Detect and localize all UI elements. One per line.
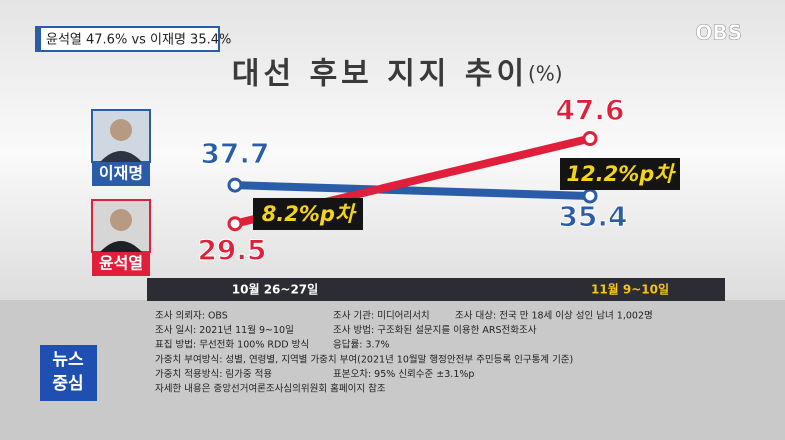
legend-label: 윤석열: [99, 254, 143, 273]
category-bar: [147, 278, 725, 301]
data-label: 37.7: [200, 137, 269, 170]
note: 조사 대상: 전국 만 18세 이상 성인 남녀 1,002명: [455, 311, 653, 322]
x-tick-label: 11월 9~10일: [591, 282, 669, 297]
headline-accent: [36, 27, 41, 51]
note: 조사 일시: 2021년 11월 9~10일: [155, 324, 294, 336]
badge-text: 뉴스: [52, 350, 84, 370]
legend-label: 이재명: [99, 164, 143, 183]
logo: OBS: [695, 21, 742, 45]
badge-text: 중심: [52, 374, 83, 394]
data-label: 29.5: [197, 234, 266, 267]
legend-box: [92, 162, 150, 186]
note: 표본오차: 95% 신뢰수준 ±3.1%p: [333, 368, 474, 380]
note: 표집 방법: 무선전화 100% RDD 방식: [155, 339, 309, 351]
annotation: 12.2%p차: [566, 162, 676, 186]
point: [582, 131, 598, 147]
note: 응답률: 3.7%: [333, 339, 390, 351]
annotation-box: [560, 158, 680, 190]
note: 조사 의뢰자: OBS: [155, 311, 228, 322]
x-tick-label: 10월 26~27일: [232, 282, 318, 297]
point: [227, 216, 243, 232]
unit: (%): [528, 62, 563, 86]
note: 자세한 내용은 중앙선거여론조사심의위원회 홈페이지 참조: [155, 383, 386, 395]
note: 조사 기관: 미디어리서치: [333, 310, 430, 322]
legend-box: [92, 252, 150, 276]
series-line: [234, 181, 591, 200]
annotation-box: [253, 198, 363, 230]
photo: [91, 109, 151, 253]
annotation: 8.2%p차: [262, 202, 357, 226]
chart-title: 대선 후보 지지 추이: [232, 57, 528, 92]
data-label: 35.4: [558, 200, 627, 233]
point: [227, 177, 243, 193]
headline: 윤석열 47.6% vs 이재명 35.4%: [46, 33, 231, 48]
note: 조사 방법: 구조화된 설문지를 이용한 ARS전화조사: [333, 324, 537, 336]
headline-box: [35, 26, 220, 52]
badge: [40, 345, 97, 401]
notes-panel: [0, 300, 785, 440]
note: 가중치 적용방식: 림가중 적용: [155, 368, 272, 380]
note: 가중치 부여방식: 성별, 연령별, 지역별 가중치 부여(2021년 10월말…: [155, 353, 573, 365]
data-label: 47.6: [555, 94, 624, 127]
